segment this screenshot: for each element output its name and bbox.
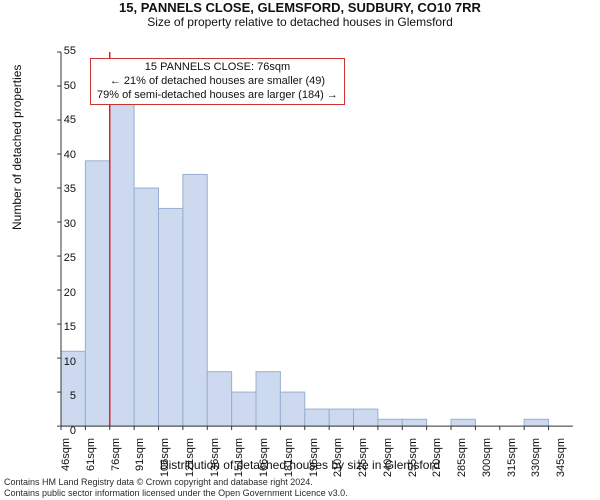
y-tick-label: 25 (46, 252, 76, 264)
chart-subtitle: Size of property relative to detached ho… (0, 15, 600, 29)
y-tick-label: 30 (46, 218, 76, 230)
footer-attribution: Contains HM Land Registry data © Crown c… (4, 477, 348, 498)
plot-area: 15 PANNELS CLOSE: 76sqm ← 21% of detache… (60, 52, 580, 432)
y-tick-label: 45 (46, 114, 76, 126)
chart-container: 15, PANNELS CLOSE, GLEMSFORD, SUDBURY, C… (0, 0, 600, 500)
y-tick-label: 55 (46, 45, 76, 57)
annotation-box: 15 PANNELS CLOSE: 76sqm ← 21% of detache… (90, 58, 345, 105)
annotation-line2: ← 21% of detached houses are smaller (49… (97, 75, 338, 89)
y-tick-label: 35 (46, 183, 76, 195)
annotation-line1: 15 PANNELS CLOSE: 76sqm (97, 61, 338, 75)
chart-title: 15, PANNELS CLOSE, GLEMSFORD, SUDBURY, C… (0, 0, 600, 15)
y-tick-label: 0 (46, 425, 76, 437)
y-tick-label: 10 (46, 356, 76, 368)
plot-svg (54, 52, 574, 432)
footer-line2: Contains public sector information licen… (4, 488, 348, 498)
y-tick-label: 5 (46, 390, 76, 402)
y-tick-label: 40 (46, 149, 76, 161)
annotation-line3: 79% of semi-detached houses are larger (… (97, 89, 338, 103)
x-axis-label: Distribution of detached houses by size … (0, 458, 600, 472)
y-axis-label: Number of detached properties (10, 65, 24, 230)
y-tick-label: 50 (46, 80, 76, 92)
y-tick-label: 15 (46, 321, 76, 333)
footer-line1: Contains HM Land Registry data © Crown c… (4, 477, 348, 487)
y-tick-label: 20 (46, 287, 76, 299)
